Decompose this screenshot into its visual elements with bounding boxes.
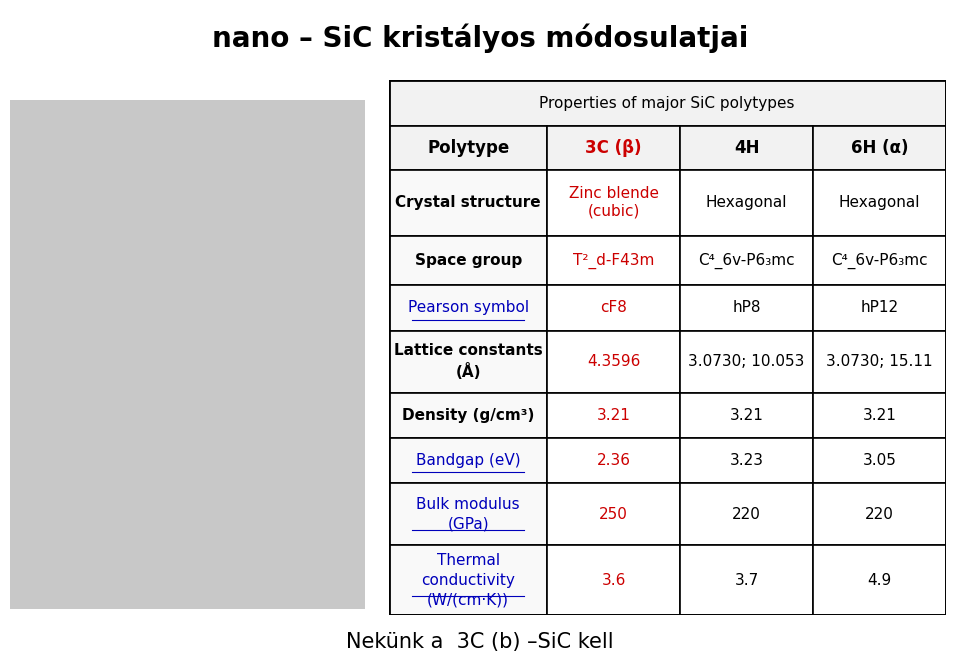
Text: T²_d-F43m: T²_d-F43m [573,252,655,268]
Text: 6H (α): 6H (α) [851,138,908,157]
Text: Space group: Space group [415,253,522,268]
Text: 4H: 4H [733,138,759,157]
Bar [680,170,813,235]
Text: 3.05: 3.05 [862,453,897,468]
Bar [813,285,946,330]
Text: 3.21: 3.21 [597,408,631,423]
Text: Polytype: Polytype [427,138,509,157]
Text: 250: 250 [599,507,628,522]
Text: 3.21: 3.21 [730,408,763,423]
Text: 3.0730; 10.053: 3.0730; 10.053 [688,354,804,369]
Bar [389,80,946,126]
Text: 2.36: 2.36 [597,453,631,468]
Bar [547,170,680,235]
Bar [547,330,680,393]
Text: 3.21: 3.21 [862,408,897,423]
Bar [680,393,813,438]
Bar [813,170,946,235]
Text: 3C (β): 3C (β) [586,138,642,157]
Bar [680,484,813,545]
Text: 4.3596: 4.3596 [588,354,640,369]
Text: Crystal structure: Crystal structure [396,195,540,210]
Text: Bulk modulus
(GPa): Bulk modulus (GPa) [417,497,520,532]
Bar [547,393,680,438]
Text: hP8: hP8 [732,300,760,316]
Bar [547,484,680,545]
Bar [680,438,813,484]
Bar [389,484,547,545]
Bar [680,545,813,615]
Text: C⁴_6v-P6₃mc: C⁴_6v-P6₃mc [698,252,795,268]
Text: 4.9: 4.9 [867,573,892,588]
Text: 3.7: 3.7 [734,573,758,588]
Text: Bandgap (eV): Bandgap (eV) [416,453,520,468]
Bar [813,484,946,545]
Bar [547,438,680,484]
Bar [547,235,680,285]
Text: 220: 220 [865,507,894,522]
Bar [389,545,547,615]
Text: Hexagonal: Hexagonal [839,195,920,210]
Bar [680,330,813,393]
Bar [389,285,547,330]
Bar [547,285,680,330]
Bar [813,330,946,393]
Bar [389,438,547,484]
Text: 3.23: 3.23 [730,453,763,468]
Bar [389,393,547,438]
Text: Lattice constants
(Å): Lattice constants (Å) [394,343,542,381]
Bar [813,438,946,484]
Bar [813,393,946,438]
Bar [389,330,547,393]
Bar [389,235,547,285]
Bar [389,126,547,170]
Text: 220: 220 [732,507,761,522]
Text: cF8: cF8 [600,300,627,316]
Text: hP12: hP12 [860,300,899,316]
Text: 3.0730; 15.11: 3.0730; 15.11 [826,354,933,369]
Text: Density (g/cm³): Density (g/cm³) [402,408,535,423]
Text: nano – SiC kristályos módosulatjai: nano – SiC kristályos módosulatjai [212,23,748,53]
Text: Hexagonal: Hexagonal [706,195,787,210]
Bar [547,126,680,170]
Text: Nekünk a  3C (b) –SiC kell: Nekünk a 3C (b) –SiC kell [347,632,613,652]
Bar [680,285,813,330]
Text: Pearson symbol: Pearson symbol [408,300,529,316]
Text: Zinc blende
(cubic): Zinc blende (cubic) [568,187,659,219]
Bar [680,126,813,170]
Bar [389,170,547,235]
Bar [547,545,680,615]
Bar [813,235,946,285]
Text: 3.6: 3.6 [602,573,626,588]
Text: C⁴_6v-P6₃mc: C⁴_6v-P6₃mc [831,252,927,268]
Bar [680,235,813,285]
Bar [813,545,946,615]
Bar [813,126,946,170]
Text: Properties of major SiC polytypes: Properties of major SiC polytypes [540,96,795,110]
Text: Thermal
conductivity
(W/(cm·K)): Thermal conductivity (W/(cm·K)) [421,553,516,607]
